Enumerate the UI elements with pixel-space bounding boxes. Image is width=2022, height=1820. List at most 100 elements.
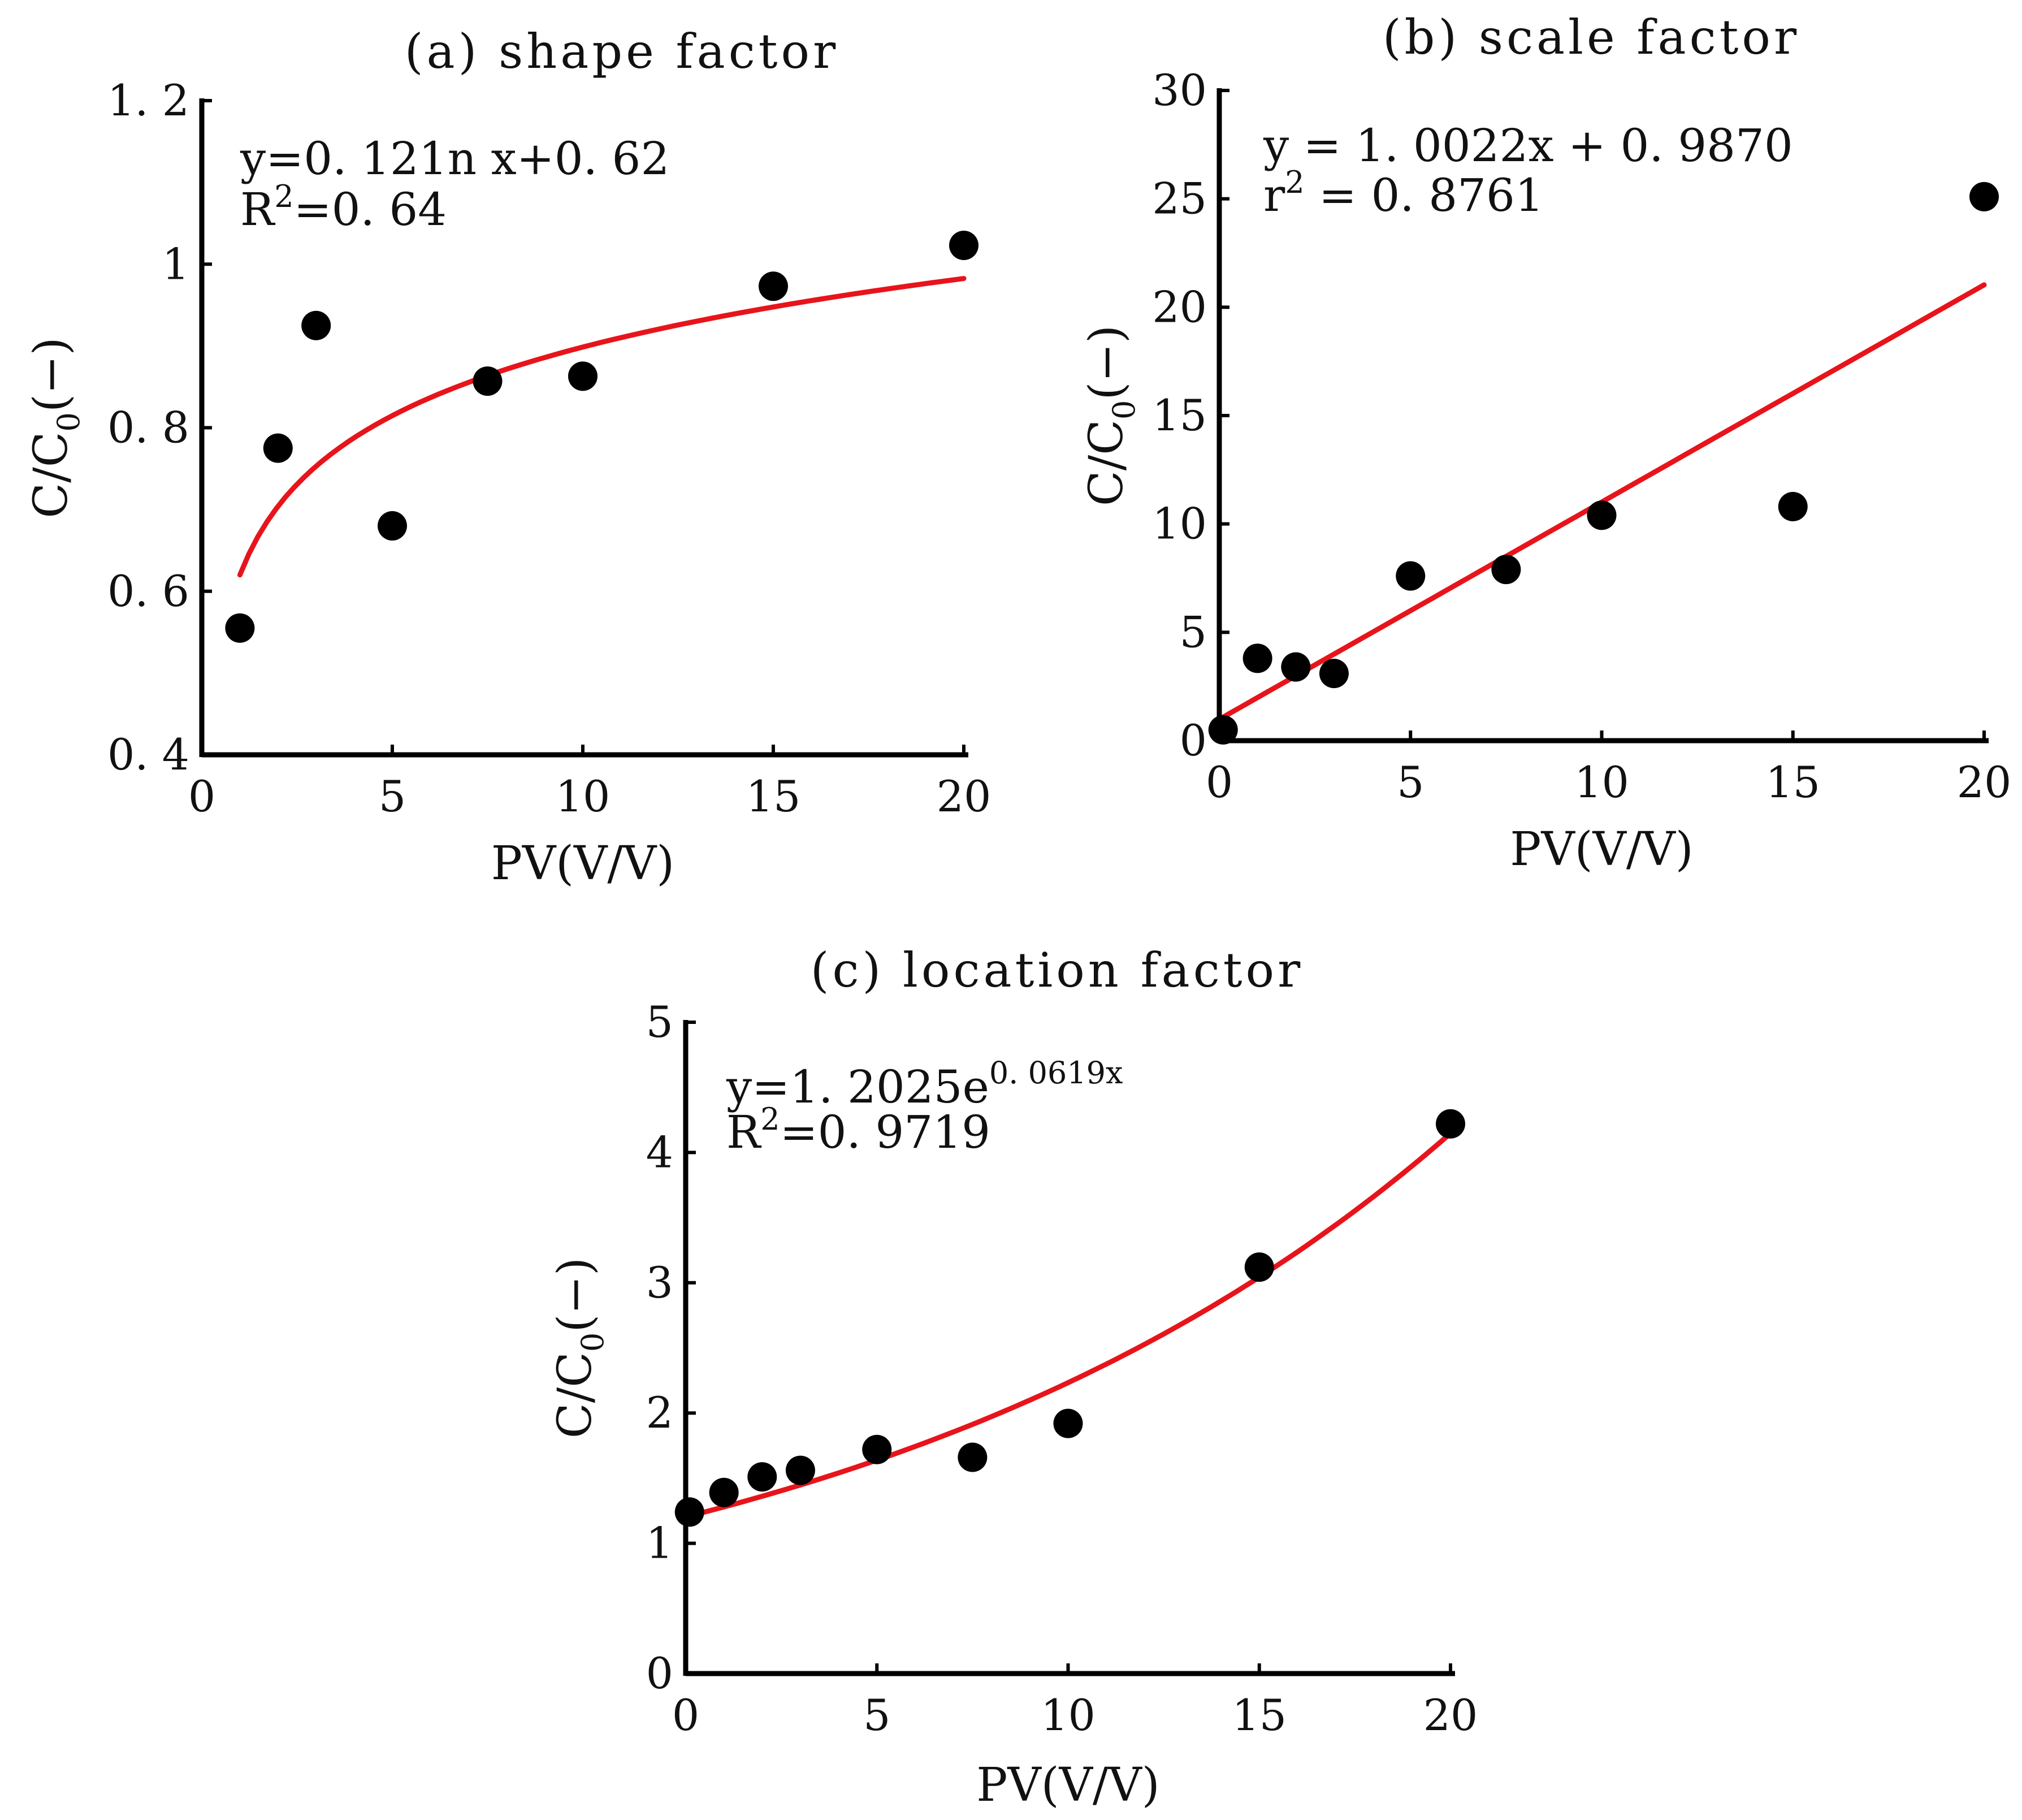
y-axis-label-unit: (−)	[548, 1257, 602, 1333]
fit-curve	[237, 276, 967, 578]
data-point	[1319, 659, 1349, 689]
fit-r-squared: R2=0. 9719	[726, 1101, 990, 1158]
y-tick-label: 1	[646, 1518, 673, 1568]
fit-r-squared: R2=0. 64	[240, 179, 447, 236]
data-point	[1242, 643, 1272, 673]
y-tick-label: 3	[646, 1257, 673, 1308]
y-tick-label: 1. 2	[107, 75, 189, 126]
y-tick-label: 15	[1152, 390, 1207, 440]
data-point	[1244, 1252, 1274, 1282]
fit-equation-text: y = 1. 0022x + 0. 9870	[1263, 119, 1793, 172]
y-axis-label-main: C/C	[24, 431, 78, 518]
chart-title: (c) location factor	[811, 943, 1304, 998]
y-tick-label: 5	[646, 997, 673, 1047]
y-axis-label-unit: (−)	[1080, 325, 1133, 400]
y-tick-label: 0. 4	[107, 729, 189, 780]
x-tick-label: 0	[1206, 757, 1233, 807]
r-squared-exponent: 2	[760, 1101, 780, 1137]
y-tick-label: 0	[1180, 715, 1207, 766]
x-tick-label: 5	[1397, 757, 1424, 807]
data-point	[862, 1434, 892, 1464]
chart-title: (b) scale factor	[1383, 10, 1800, 65]
fit-equation: y=1. 2025e0. 0619x	[726, 1055, 1123, 1113]
x-tick-label: 20	[937, 771, 991, 822]
data-point	[785, 1455, 815, 1485]
data-point	[1396, 561, 1426, 591]
r-squared-symbol: R	[240, 183, 276, 236]
data-point	[473, 366, 503, 396]
data-point	[378, 511, 407, 541]
x-tick-label: 10	[1574, 757, 1629, 807]
y-axis-label-subscript: 0	[575, 1333, 611, 1352]
y-tick-label: 0	[646, 1648, 673, 1698]
x-tick-label: 15	[1765, 757, 1820, 807]
x-tick-label: 5	[863, 1690, 890, 1740]
y-tick-label: 5	[1180, 607, 1207, 657]
data-point	[674, 1497, 704, 1527]
x-tick-label: 20	[1957, 757, 2012, 807]
y-tick-label: 0. 8	[107, 403, 189, 453]
x-tick-label: 5	[379, 771, 406, 822]
x-tick-label: 0	[188, 771, 215, 822]
x-tick-label: 15	[1232, 1690, 1287, 1740]
data-point	[1587, 500, 1617, 530]
x-axis-label: PV(V/V)	[491, 837, 674, 890]
y-tick-label: 30	[1152, 65, 1207, 115]
r-squared-value: =0. 64	[294, 183, 447, 236]
data-point	[1778, 492, 1808, 521]
r-squared-exponent: 2	[274, 179, 293, 214]
data-point	[263, 433, 293, 463]
data-point	[1436, 1109, 1465, 1139]
y-axis-label: C/C0(−)	[548, 1257, 611, 1438]
fit-equation: y = 1. 0022x + 0. 9870	[1263, 119, 1793, 172]
y-axis-label-subscript: 0	[1106, 400, 1142, 420]
y-tick-label: 20	[1152, 282, 1207, 332]
x-tick-label: 10	[1041, 1690, 1096, 1740]
r-squared-value: =0. 9719	[780, 1106, 990, 1158]
fit-curve	[683, 1131, 1453, 1520]
data-point	[568, 361, 597, 391]
data-point	[225, 613, 255, 643]
data-point	[747, 1462, 777, 1492]
x-tick-label: 15	[746, 771, 801, 822]
data-point	[1491, 555, 1521, 585]
y-tick-label: 25	[1152, 174, 1207, 224]
data-point	[301, 310, 331, 340]
y-tick-label: 4	[646, 1127, 673, 1177]
chart-title: (a) shape factor	[405, 24, 839, 79]
y-tick-label: 10	[1152, 499, 1207, 549]
data-point	[1053, 1408, 1083, 1438]
y-axis-label-main: C/C	[548, 1352, 602, 1438]
data-point	[949, 230, 978, 260]
data-point	[958, 1442, 988, 1472]
x-tick-label: 10	[556, 771, 611, 822]
r-squared-symbol: R	[726, 1106, 762, 1158]
r-squared-exponent: 2	[1285, 165, 1304, 200]
fit-equation: y=0. 121n x+0. 62	[240, 132, 669, 185]
y-axis-label: C/C0(−)	[1080, 325, 1142, 506]
data-point	[759, 271, 788, 301]
fit-equation-text: y=1. 2025e	[726, 1061, 989, 1113]
y-axis-label: C/C0(−)	[24, 337, 86, 518]
y-tick-label: 2	[646, 1387, 673, 1438]
x-tick-label: 0	[672, 1690, 699, 1740]
data-point	[1281, 652, 1311, 682]
fit-equation-exponent: 0. 0619x	[989, 1055, 1123, 1091]
r-squared-value: = 0. 8761	[1305, 169, 1544, 222]
data-point	[1208, 715, 1238, 745]
y-axis-label-main: C/C	[1080, 420, 1133, 506]
x-axis-label: PV(V/V)	[976, 1758, 1159, 1812]
y-axis-label-subscript: 0	[51, 412, 86, 431]
x-tick-label: 20	[1423, 1690, 1478, 1740]
x-axis-label: PV(V/V)	[1510, 823, 1693, 876]
r-squared-symbol: r	[1263, 169, 1285, 222]
fit-equation-text: y=0. 121n x+0. 62	[240, 132, 669, 185]
y-axis-label-unit: (−)	[24, 337, 78, 412]
fit-r-squared: r2 = 0. 8761	[1263, 165, 1544, 222]
y-tick-label: 0. 6	[107, 566, 189, 616]
y-tick-label: 1	[162, 239, 189, 289]
